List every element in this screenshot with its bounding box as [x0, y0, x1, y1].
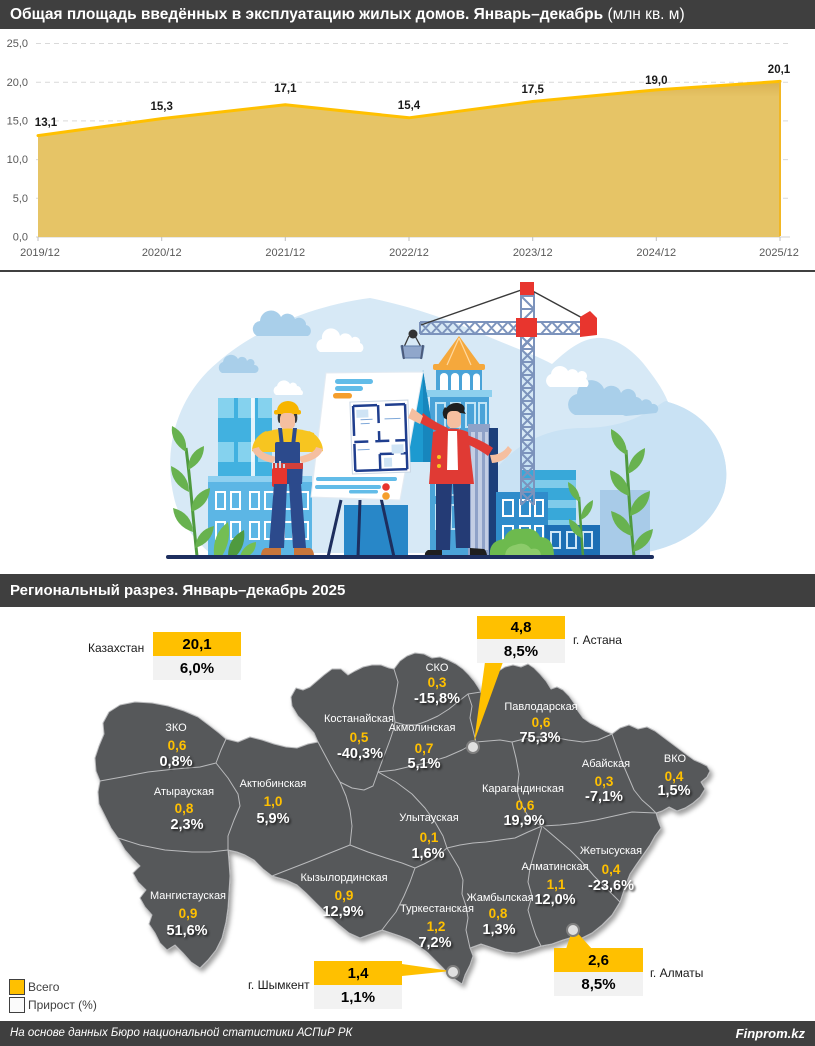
- svg-text:1,3%: 1,3%: [482, 922, 515, 938]
- svg-text:СКО: СКО: [426, 662, 449, 674]
- svg-text:2022/12: 2022/12: [389, 247, 429, 259]
- svg-text:17,1: 17,1: [274, 83, 297, 95]
- svg-text:0,8: 0,8: [489, 906, 508, 921]
- svg-text:12,9%: 12,9%: [322, 904, 363, 920]
- svg-text:1,1: 1,1: [547, 877, 566, 892]
- svg-text:25,0: 25,0: [7, 38, 28, 50]
- svg-text:Туркестанская: Туркестанская: [400, 903, 474, 915]
- svg-text:17,5: 17,5: [522, 84, 545, 96]
- svg-text:19,0: 19,0: [645, 75, 667, 87]
- svg-text:1,0: 1,0: [264, 794, 283, 809]
- svg-text:5,9%: 5,9%: [256, 811, 289, 827]
- svg-text:ВКО: ВКО: [664, 753, 687, 765]
- svg-text:10,0: 10,0: [7, 154, 28, 166]
- svg-text:1,5%: 1,5%: [657, 783, 690, 799]
- svg-text:0,5: 0,5: [350, 730, 369, 745]
- svg-text:2,3%: 2,3%: [170, 817, 203, 833]
- svg-text:0,6: 0,6: [516, 798, 535, 813]
- svg-text:Абайская: Абайская: [582, 758, 630, 770]
- svg-text:-15,8%: -15,8%: [414, 691, 460, 707]
- svg-text:-7,1%: -7,1%: [585, 789, 623, 805]
- svg-text:51,6%: 51,6%: [166, 923, 207, 939]
- svg-text:19,9%: 19,9%: [503, 813, 544, 829]
- svg-text:1,2: 1,2: [427, 919, 446, 934]
- svg-text:Карагандинская: Карагандинская: [482, 783, 564, 795]
- svg-text:0,9: 0,9: [335, 888, 354, 903]
- svg-text:20,0: 20,0: [7, 77, 28, 89]
- svg-text:Улытауская: Улытауская: [399, 812, 459, 824]
- svg-text:5,1%: 5,1%: [407, 756, 440, 772]
- svg-text:7,2%: 7,2%: [418, 935, 451, 951]
- svg-text:ЗКО: ЗКО: [165, 722, 187, 734]
- svg-text:0,4: 0,4: [665, 769, 684, 784]
- svg-text:0,8: 0,8: [175, 801, 194, 816]
- svg-text:Костанайская: Костанайская: [324, 713, 394, 725]
- svg-text:75,3%: 75,3%: [519, 730, 560, 746]
- svg-text:2025/12: 2025/12: [759, 247, 799, 259]
- svg-text:Акмолинская: Акмолинская: [389, 722, 456, 734]
- svg-text:12,0%: 12,0%: [534, 892, 575, 908]
- svg-text:0,3: 0,3: [428, 675, 447, 690]
- svg-text:2024/12: 2024/12: [636, 247, 676, 259]
- svg-text:Жамбылская: Жамбылская: [466, 892, 533, 904]
- svg-text:Мангистауская: Мангистауская: [150, 890, 226, 902]
- svg-text:20,1: 20,1: [768, 64, 791, 76]
- svg-text:0,0: 0,0: [13, 232, 28, 244]
- svg-text:Павлодарская: Павлодарская: [504, 701, 577, 713]
- svg-text:15,4: 15,4: [398, 100, 421, 112]
- svg-text:1,6%: 1,6%: [411, 846, 444, 862]
- svg-text:-40,3%: -40,3%: [337, 746, 383, 762]
- svg-text:Атырауская: Атырауская: [154, 786, 214, 798]
- svg-text:15,0: 15,0: [7, 116, 28, 128]
- svg-text:0,3: 0,3: [595, 774, 614, 789]
- svg-text:2021/12: 2021/12: [265, 247, 305, 259]
- svg-text:Алматинская: Алматинская: [521, 861, 588, 873]
- svg-text:13,1: 13,1: [35, 117, 58, 129]
- svg-text:5,0: 5,0: [13, 193, 28, 205]
- svg-text:0,1: 0,1: [420, 830, 439, 845]
- svg-text:0,6: 0,6: [168, 738, 187, 753]
- svg-text:-23,6%: -23,6%: [588, 878, 634, 894]
- svg-text:2019/12: 2019/12: [20, 247, 60, 259]
- svg-text:Жетысуская: Жетысуская: [580, 845, 642, 857]
- svg-text:Кызылординская: Кызылординская: [300, 872, 387, 884]
- svg-text:0,4: 0,4: [602, 862, 621, 877]
- svg-text:0,9: 0,9: [179, 906, 198, 921]
- svg-text:0,6: 0,6: [532, 715, 551, 730]
- svg-text:0,7: 0,7: [415, 741, 434, 756]
- svg-text:15,3: 15,3: [151, 101, 173, 113]
- svg-text:0,8%: 0,8%: [159, 754, 192, 770]
- svg-text:2020/12: 2020/12: [142, 247, 182, 259]
- svg-text:2023/12: 2023/12: [513, 247, 553, 259]
- svg-text:Актюбинская: Актюбинская: [240, 778, 307, 790]
